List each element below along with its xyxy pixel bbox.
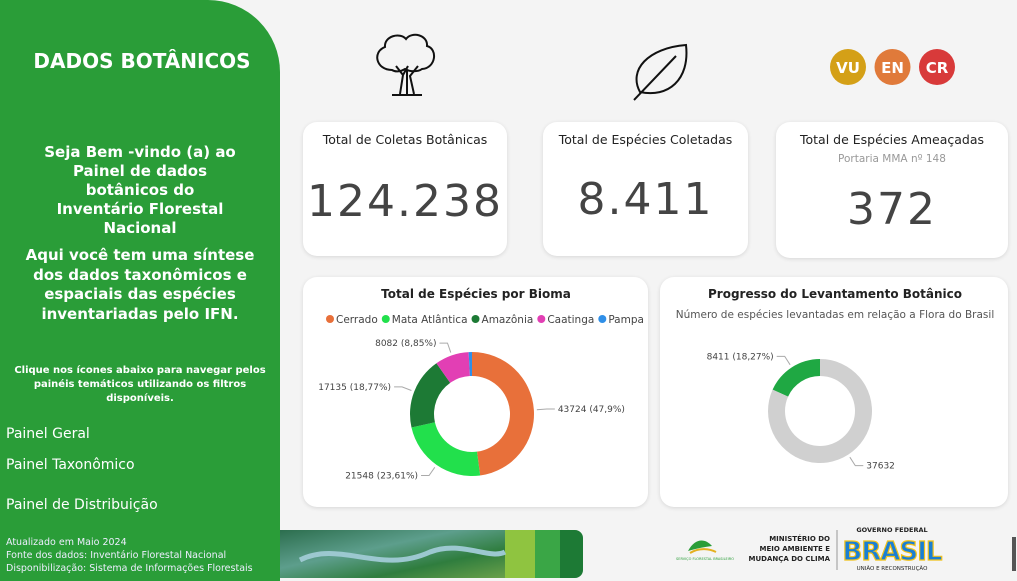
data-label: 43724 (47,9%): [558, 405, 625, 415]
logo-text: MEIO AMBIENTE E: [760, 545, 831, 553]
scrollbar: [1012, 537, 1016, 571]
leader-line: [394, 386, 412, 391]
legend-label: Cerrado: [336, 314, 378, 326]
donut-slice: [768, 359, 872, 463]
nav-link[interactable]: Painel Geral: [6, 426, 90, 442]
logo-text: BRASIL: [843, 537, 942, 567]
nav-link[interactable]: Painel de Distribuição: [6, 497, 158, 513]
logo-text: SERVIÇO FLORESTAL BRASILEIRO: [676, 557, 734, 561]
card-subtitle: Portaria MMA nº 148: [838, 153, 946, 165]
kpi-card: Total de Espécies Ameaçadas Portaria MMA…: [776, 122, 1008, 258]
card-value: 372: [847, 184, 937, 235]
legend-label: Pampa: [608, 314, 644, 326]
nav-link[interactable]: Painel Taxonômico: [6, 457, 135, 473]
donut-slice: [411, 422, 481, 476]
chart-subtitle: Número de espécies levantadas em relação…: [676, 309, 994, 321]
leader-line: [536, 408, 555, 411]
kpi-card: Total de Coletas Botânicas 124.238: [303, 122, 507, 256]
legend-dot: [537, 315, 546, 323]
leader-line: [849, 456, 864, 467]
badge-label: VU: [836, 59, 860, 77]
data-label: 37632: [866, 462, 895, 472]
tree-icon: [376, 33, 435, 96]
donut-slice: [772, 359, 820, 397]
legend-label: Amazônia: [482, 314, 534, 326]
legend-dot: [598, 315, 607, 323]
badge-label: CR: [926, 59, 949, 77]
sfb-logo: SERVIÇO FLORESTAL BRASILEIRO: [676, 540, 734, 561]
status-badge: [874, 49, 911, 85]
legend-dot: [326, 315, 334, 323]
leader-line: [439, 342, 452, 353]
data-label: 17135 (18,77%): [318, 383, 391, 393]
banner-image: [280, 530, 583, 578]
logo-text: MINISTÉRIO DO: [769, 534, 830, 543]
chart-card: [660, 277, 1008, 507]
card-title: Total de Coletas Botânicas: [322, 132, 488, 147]
leaf-icon: [633, 43, 688, 101]
footer-line: Fonte dos dados: Inventário Florestal Na…: [6, 550, 227, 561]
data-label: 21548 (23,61%): [345, 471, 418, 481]
badge-label: EN: [881, 59, 904, 77]
data-label: 8082 (8,85%): [375, 339, 436, 349]
card-title: Total de Espécies Coletadas: [558, 132, 733, 147]
legend-label: Mata Atlântica: [392, 314, 468, 326]
donut-slice: [436, 352, 470, 383]
sidebar-title: DADOS BOTÂNICOS: [33, 49, 251, 73]
instruction-text: Clique nos ícones abaixo para navegar pe…: [14, 365, 266, 404]
footer-line: Disponibilização: Sistema de Informações…: [6, 563, 253, 574]
donut-slice: [468, 352, 472, 377]
leader-line: [421, 467, 436, 476]
status-badge: [830, 49, 866, 85]
welcome-text: Seja Bem -vindo (a) ao Painel de dados b…: [44, 143, 236, 237]
card-value: 8.411: [577, 174, 714, 225]
sidebar: DADOS BOTÂNICOS Seja Bem -vindo (a) ao P…: [0, 0, 280, 581]
logo-text: MUDANÇA DO CLIMA: [748, 555, 830, 563]
summary-text: Aqui você tem uma síntese dos dados taxo…: [25, 246, 255, 323]
logo-text: UNIÃO E RECONSTRUÇÃO: [857, 565, 929, 572]
footer-text: Atualizado em Maio 2024 Fonte dos dados:…: [6, 536, 253, 575]
logo-text: GOVERNO FEDERAL: [856, 526, 927, 534]
status-badge: [919, 49, 955, 85]
donut-slice: [410, 363, 451, 428]
donut-slice: [472, 352, 534, 476]
legend-label: Caatinga: [547, 314, 594, 326]
card-title: Total de Espécies Ameaçadas: [799, 132, 985, 147]
legend-dot: [471, 315, 480, 323]
card-value: 124.238: [307, 176, 503, 227]
data-label: 8411 (18,27%): [707, 352, 774, 362]
leader-line: [776, 355, 791, 366]
chart-title: Total de Espécies por Bioma: [381, 287, 571, 301]
chart-title: Progresso do Levantamento Botânico: [708, 287, 962, 301]
footer-line: Atualizado em Maio 2024: [6, 537, 127, 548]
legend-dot: [381, 315, 390, 323]
kpi-card: Total de Espécies Coletadas 8.411: [543, 122, 748, 256]
